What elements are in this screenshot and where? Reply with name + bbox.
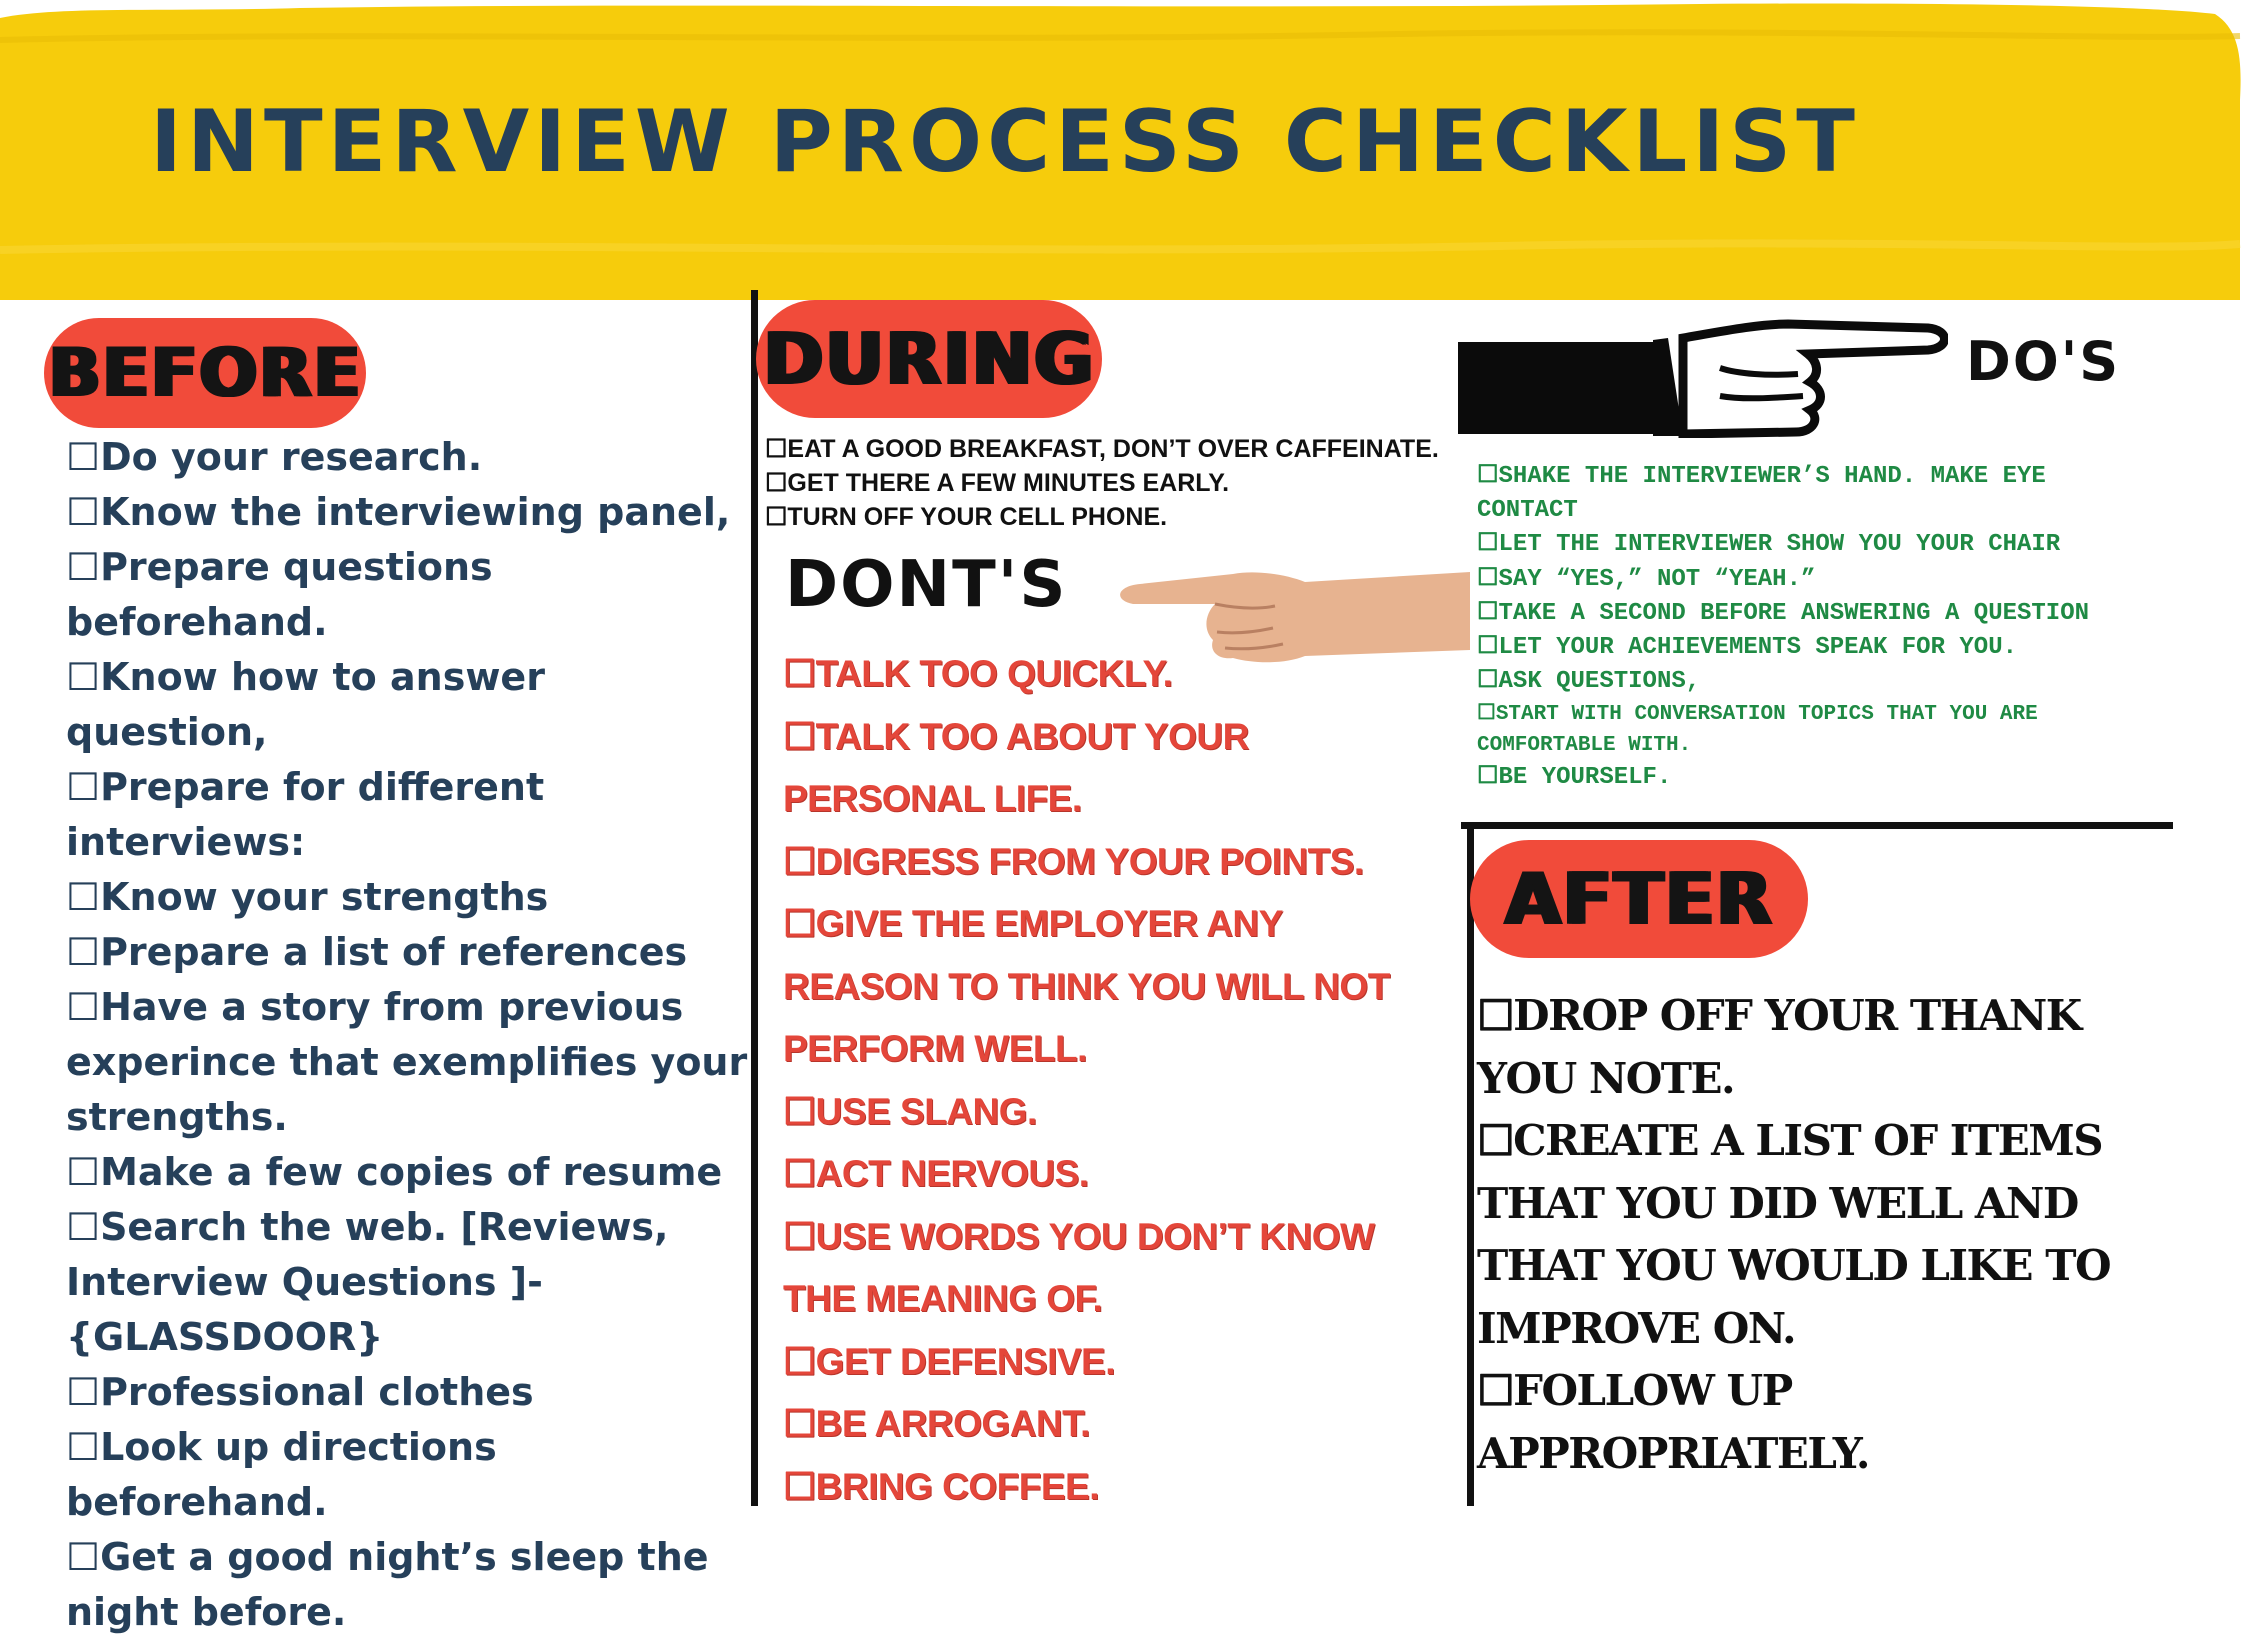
- dos-item[interactable]: ☐ASK QUESTIONS,: [1477, 668, 1701, 696]
- dos-item[interactable]: ☐SAY “YES,” NOT “YEAH.”: [1477, 565, 1816, 593]
- during-item[interactable]: ☐TURN OFF YOUR CELL PHONE.: [765, 503, 1168, 531]
- pointing-hand-icon: [1120, 572, 1470, 663]
- before-item[interactable]: ☐Look up directions beforehand.: [66, 1425, 497, 1524]
- after-item[interactable]: ☐FOLLOW UP APPROPRIATELY.: [1477, 1366, 1870, 1478]
- before-item[interactable]: ☐Prepare a list of references: [66, 930, 688, 974]
- before-item[interactable]: ☐Search the web. [Reviews, Interview Que…: [66, 1205, 669, 1359]
- donts-heading: DONT'S: [785, 548, 1068, 622]
- during-heading: DURING: [763, 317, 1095, 401]
- donts-item[interactable]: ☐DIGRESS FROM YOUR POINTS.: [783, 840, 1364, 882]
- donts-item[interactable]: ☐GET DEFENSIVE.: [783, 1340, 1116, 1382]
- during-checklist: ☐EAT A GOOD BREAKFAST, DON’T OVER CAFFEI…: [765, 432, 1439, 534]
- before-item[interactable]: ☐Prepare questions beforehand.: [66, 545, 493, 644]
- divider-before-during: [751, 290, 758, 1506]
- before-item[interactable]: ☐Get a good night’s sleep the night befo…: [66, 1535, 709, 1634]
- during-heading-pill: DURING: [756, 300, 1102, 418]
- pointing-finger-icon: [1458, 319, 1948, 438]
- donts-item[interactable]: ☐BRING COFFEE.: [783, 1465, 1100, 1507]
- before-item[interactable]: ☐Make a few copies of resume: [66, 1150, 723, 1194]
- donts-checklist: ☐TALK TOO QUICKLY. ☐TALK TOO ABOUT YOUR …: [783, 643, 1443, 1518]
- before-item[interactable]: ☐Know how to answer question,: [66, 655, 545, 754]
- donts-item[interactable]: ☐ACT NERVOUS.: [783, 1153, 1089, 1194]
- dos-item[interactable]: ☐SHAKE THE INTERVIEWER’S HAND. MAKE EYE …: [1477, 463, 2046, 525]
- after-heading: AFTER: [1504, 857, 1774, 941]
- before-item[interactable]: ☐Know the interviewing panel,: [66, 490, 731, 534]
- donts-item[interactable]: ☐USE SLANG.: [783, 1090, 1037, 1132]
- donts-item[interactable]: ☐USE WORDS YOU DON’T KNOW THE MEANING OF…: [783, 1215, 1375, 1320]
- dos-item[interactable]: ☐LET YOUR ACHIEVEMENTS SPEAK FOR YOU.: [1477, 634, 2017, 662]
- during-item[interactable]: ☐GET THERE A FEW MINUTES EARLY.: [765, 469, 1230, 497]
- before-heading-pill: BEFORE: [44, 318, 366, 428]
- divider-dos-after: [1461, 822, 2173, 829]
- dos-item[interactable]: ☐TAKE A SECOND BEFORE ANSWERING A QUESTI…: [1477, 599, 2090, 627]
- before-item[interactable]: ☐Have a story from previous experince th…: [66, 985, 748, 1139]
- dos-item[interactable]: ☐START WITH CONVERSATION TOPICS THAT YOU…: [1477, 703, 2038, 758]
- page-title: INTERVIEW PROCESS CHECKLIST: [150, 92, 1860, 192]
- divider-during-after: [1467, 822, 1474, 1506]
- after-checklist: ☐DROP OFF YOUR THANK YOU NOTE. ☐CREATE A…: [1477, 985, 2167, 1485]
- before-item[interactable]: ☐Prepare for different interviews:: [66, 765, 545, 864]
- donts-item[interactable]: ☐TALK TOO QUICKLY.: [783, 653, 1173, 694]
- donts-item[interactable]: ☐TALK TOO ABOUT YOUR PERSONAL LIFE.: [783, 715, 1249, 820]
- donts-item[interactable]: ☐BE ARROGANT.: [783, 1403, 1090, 1444]
- dos-item[interactable]: ☐BE YOURSELF.: [1477, 764, 1672, 792]
- after-heading-pill: AFTER: [1470, 840, 1808, 958]
- before-heading: BEFORE: [48, 333, 362, 413]
- dos-heading: DO'S: [1966, 330, 2121, 393]
- after-item[interactable]: ☐CREATE A LIST OF ITEMS THAT YOU DID WEL…: [1477, 1116, 2112, 1353]
- donts-item[interactable]: ☐GIVE THE EMPLOYER ANY REASON TO THINK Y…: [783, 903, 1390, 1069]
- dos-checklist: ☐SHAKE THE INTERVIEWER’S HAND. MAKE EYE …: [1477, 460, 2157, 796]
- title-banner: [0, 3, 2241, 300]
- before-item[interactable]: ☐Do your research.: [66, 435, 483, 479]
- before-item[interactable]: ☐Know your strengths: [66, 875, 549, 919]
- after-item[interactable]: ☐DROP OFF YOUR THANK YOU NOTE.: [1477, 991, 2082, 1103]
- during-item[interactable]: ☐EAT A GOOD BREAKFAST, DON’T OVER CAFFEI…: [765, 435, 1439, 463]
- before-checklist: ☐Do your research. ☐Know the interviewin…: [66, 430, 756, 1640]
- dos-item[interactable]: ☐LET THE INTERVIEWER SHOW YOU YOUR CHAIR: [1477, 531, 2061, 559]
- before-item[interactable]: ☐Professional clothes: [66, 1370, 534, 1414]
